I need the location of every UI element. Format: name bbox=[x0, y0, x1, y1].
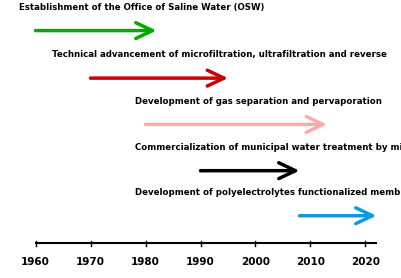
Text: 1960: 1960 bbox=[21, 257, 50, 267]
Text: 1970: 1970 bbox=[76, 257, 105, 267]
Text: Commercialization of municipal water treatment by microfiltration: Commercialization of municipal water tre… bbox=[134, 143, 401, 152]
Text: Development of gas separation and pervaporation: Development of gas separation and pervap… bbox=[134, 97, 381, 106]
Text: Development of polyelectrolytes functionalized membranes: Development of polyelectrolytes function… bbox=[134, 188, 401, 197]
Text: Technical advancement of microfiltration, ultrafiltration and reverse: Technical advancement of microfiltration… bbox=[52, 50, 387, 59]
Text: 2010: 2010 bbox=[296, 257, 325, 267]
Text: 2000: 2000 bbox=[241, 257, 270, 267]
Text: Establishment of the Office of Saline Water (OSW): Establishment of the Office of Saline Wa… bbox=[19, 3, 264, 12]
Text: 1980: 1980 bbox=[131, 257, 160, 267]
Text: 2020: 2020 bbox=[351, 257, 380, 267]
Text: 1990: 1990 bbox=[186, 257, 215, 267]
